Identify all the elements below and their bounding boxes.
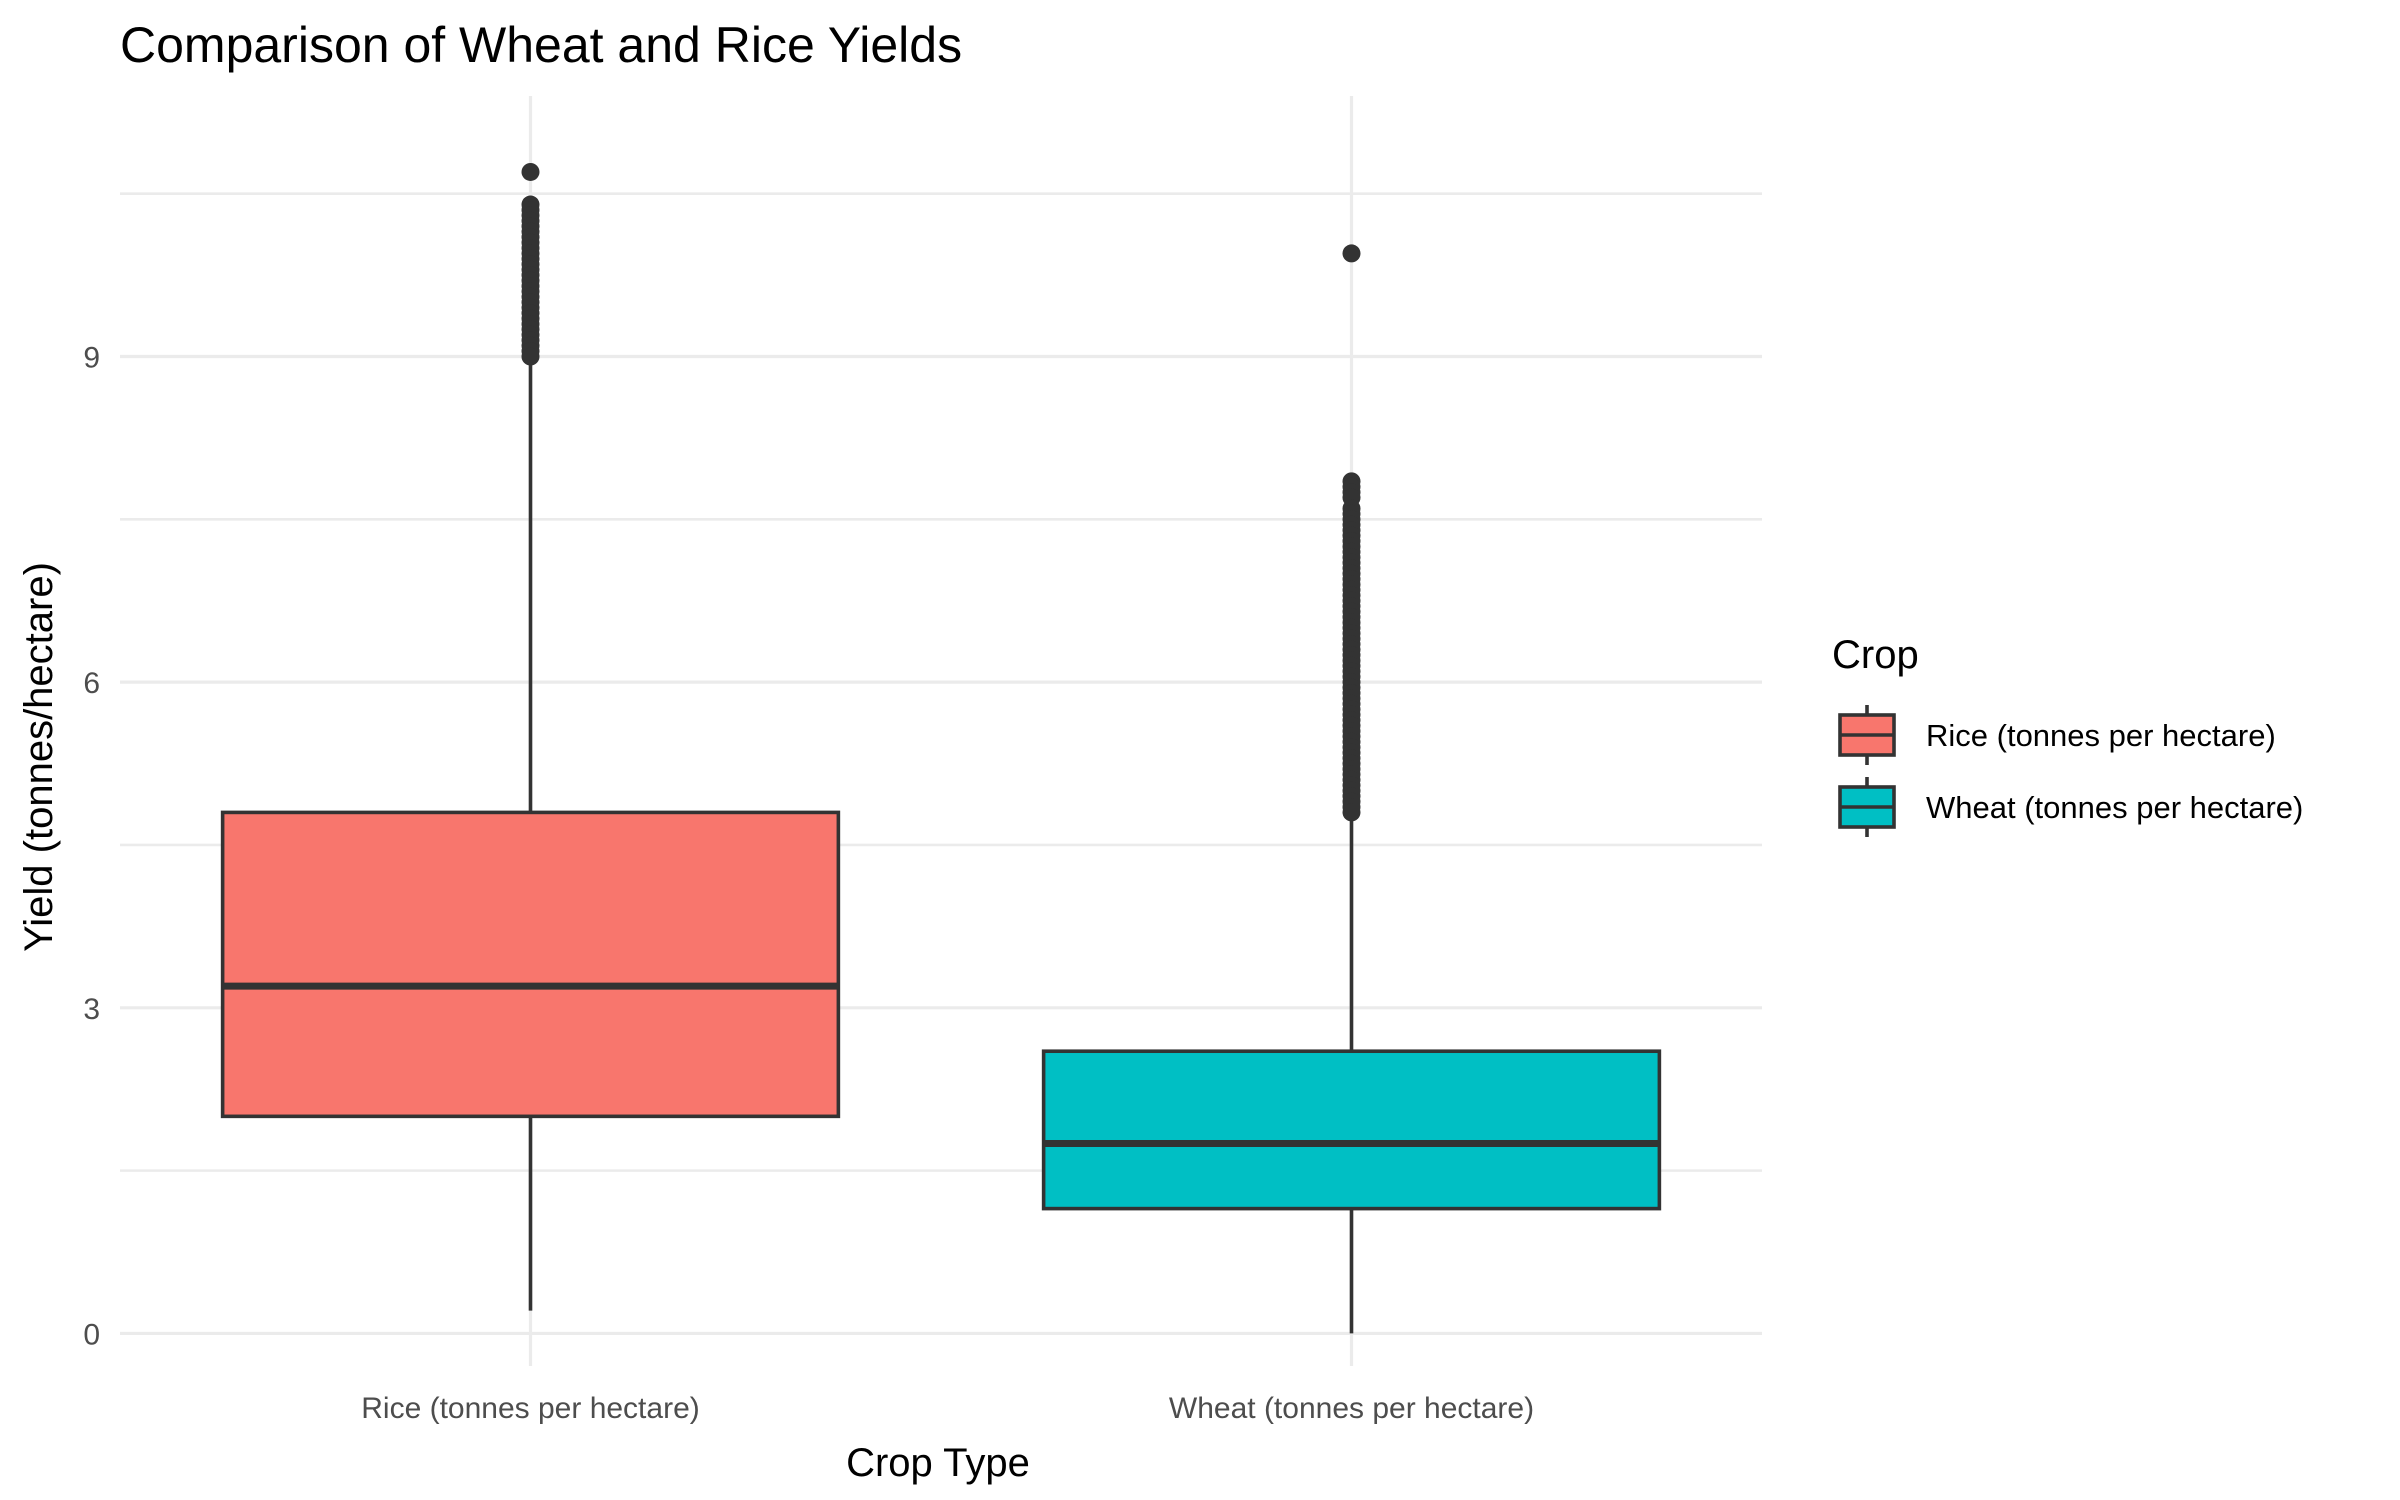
chart-title: Comparison of Wheat and Rice Yields	[120, 17, 962, 73]
legend-label: Rice (tonnes per hectare)	[1926, 718, 2276, 753]
legend-title: Crop	[1832, 633, 1919, 677]
y-tick-label: 3	[83, 993, 100, 1026]
outlier-point	[1342, 803, 1361, 822]
box-wheat	[1041, 244, 1662, 1334]
legend-label: Wheat (tonnes per hectare)	[1926, 790, 2303, 825]
legend-key	[1838, 777, 1896, 837]
legend-key	[1838, 705, 1896, 765]
box-rice	[220, 162, 841, 1311]
outlier-point	[521, 347, 540, 366]
outlier-point	[1342, 244, 1361, 263]
x-axis-title: Crop Type	[846, 1441, 1030, 1485]
y-axis-ticks: 0 3 6 9	[83, 342, 100, 1352]
y-tick-label: 0	[83, 1318, 100, 1351]
y-axis-title: Yield (tonnes/hectare)	[17, 562, 61, 952]
iqr-box	[220, 810, 841, 1119]
x-axis-ticks: Rice (tonnes per hectare) Wheat (tonnes p…	[361, 1392, 1534, 1425]
legend: Crop Rice (tonnes per hectare) Wheat (ton…	[1832, 633, 2303, 837]
x-tick-label: Wheat (tonnes per hectare)	[1169, 1392, 1534, 1425]
y-tick-label: 9	[83, 342, 100, 375]
y-tick-label: 6	[83, 667, 100, 700]
box-series	[220, 162, 1662, 1334]
x-tick-label: Rice (tonnes per hectare)	[361, 1392, 700, 1425]
iqr-box	[1041, 1049, 1662, 1211]
outlier-point	[521, 162, 540, 181]
